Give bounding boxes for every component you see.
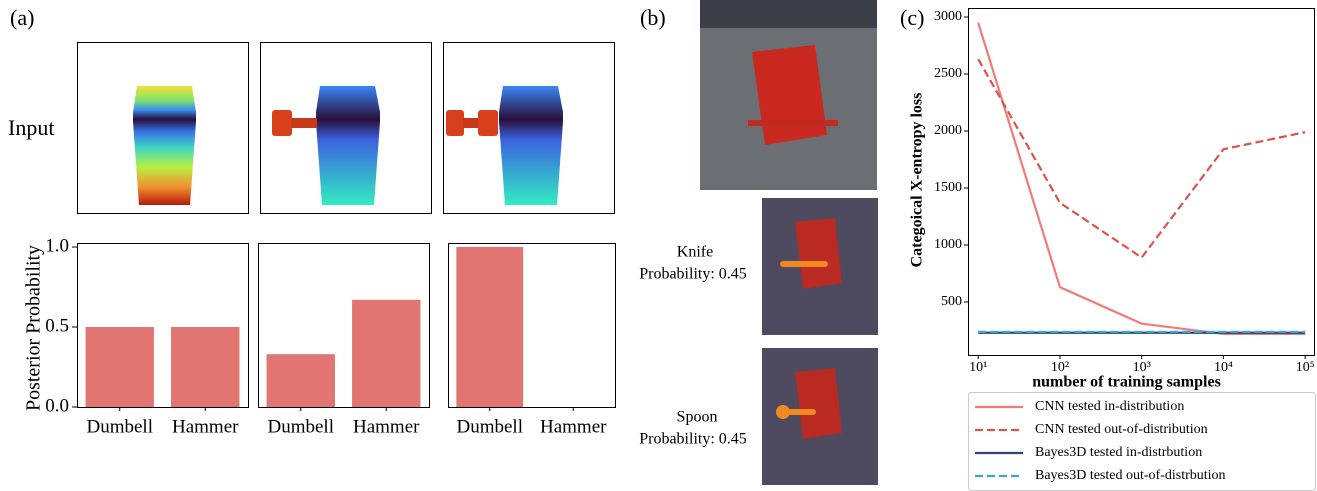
series-line xyxy=(978,59,1305,257)
axes-frame xyxy=(969,9,1315,356)
x-tick-label: 10⁵ xyxy=(1296,360,1315,375)
row-label: Input xyxy=(8,115,54,140)
bar xyxy=(86,327,154,407)
y-tick-label: 2000 xyxy=(934,123,962,138)
photo-object: Spoon xyxy=(677,409,718,426)
legend-label: Bayes3D tested in-distrbution xyxy=(1035,445,1202,460)
y-tick-label: 1.0 xyxy=(45,235,69,256)
y-tick-label: 3000 xyxy=(934,9,962,24)
photo-probability: Probability: 0.45 xyxy=(639,266,747,283)
legend-label: CNN tested in-distribution xyxy=(1035,399,1184,414)
input-images xyxy=(78,43,615,214)
y-tick-label: 0.5 xyxy=(45,315,69,336)
panel-label: (a) xyxy=(10,5,34,30)
bar xyxy=(171,327,239,407)
legend-label: Bayes3D tested out-of-distrbution xyxy=(1035,468,1226,483)
x-tick-label: Dumbell xyxy=(268,416,335,437)
photo-object: Knife xyxy=(677,244,713,261)
figure: (a) Input (b) Knife Probability: 0.45 Sp… xyxy=(0,0,1317,491)
bar xyxy=(352,300,420,407)
photos xyxy=(700,0,878,485)
y-tick-label: 0.0 xyxy=(45,395,69,416)
panel-label: (b) xyxy=(640,5,666,30)
y-tick-label: 2500 xyxy=(934,66,962,81)
x-tick-label: Dumbell xyxy=(457,416,524,437)
y-axis-label: Categoical X-entropy loss xyxy=(909,93,926,268)
y-tick-label: 1000 xyxy=(934,237,962,252)
y-tick-label: 1500 xyxy=(934,180,962,195)
x-tick-label: Hammer xyxy=(353,416,420,437)
panel-label: (c) xyxy=(900,5,924,30)
y-tick-label: 500 xyxy=(941,294,962,309)
photo-probability: Probability: 0.45 xyxy=(639,431,747,448)
legend-label: CNN tested out-of-distribution xyxy=(1035,422,1208,437)
series-line xyxy=(978,23,1305,334)
bar xyxy=(267,354,335,407)
x-tick-label: 10¹ xyxy=(969,360,987,375)
x-tick-label: Hammer xyxy=(172,416,239,437)
x-tick-label: Hammer xyxy=(540,416,607,437)
bar xyxy=(456,247,523,407)
x-tick-label: Dumbell xyxy=(87,416,154,437)
x-axis-label: number of training samples xyxy=(1032,374,1221,391)
y-axis-label: Posterior Probability xyxy=(23,245,45,411)
